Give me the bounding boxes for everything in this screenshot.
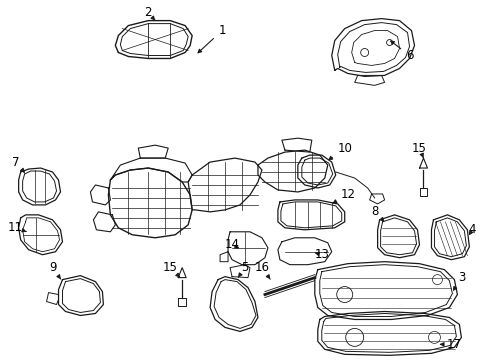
Text: 1: 1 bbox=[198, 24, 226, 53]
Text: 10: 10 bbox=[329, 141, 352, 160]
Text: 2: 2 bbox=[145, 6, 155, 20]
Text: 7: 7 bbox=[12, 156, 24, 172]
Text: 14: 14 bbox=[224, 238, 240, 251]
Text: 5: 5 bbox=[239, 261, 249, 277]
Text: 8: 8 bbox=[371, 205, 384, 221]
Text: 11: 11 bbox=[8, 221, 26, 234]
Text: 16: 16 bbox=[254, 261, 270, 279]
Text: 15: 15 bbox=[163, 261, 180, 277]
Text: 6: 6 bbox=[391, 41, 413, 62]
Text: 13: 13 bbox=[315, 248, 329, 261]
Text: 17: 17 bbox=[441, 338, 462, 351]
Text: 12: 12 bbox=[333, 188, 355, 203]
Text: 15: 15 bbox=[412, 141, 427, 158]
Text: 4: 4 bbox=[468, 223, 476, 236]
Text: 9: 9 bbox=[49, 261, 61, 279]
Text: 3: 3 bbox=[454, 271, 465, 290]
